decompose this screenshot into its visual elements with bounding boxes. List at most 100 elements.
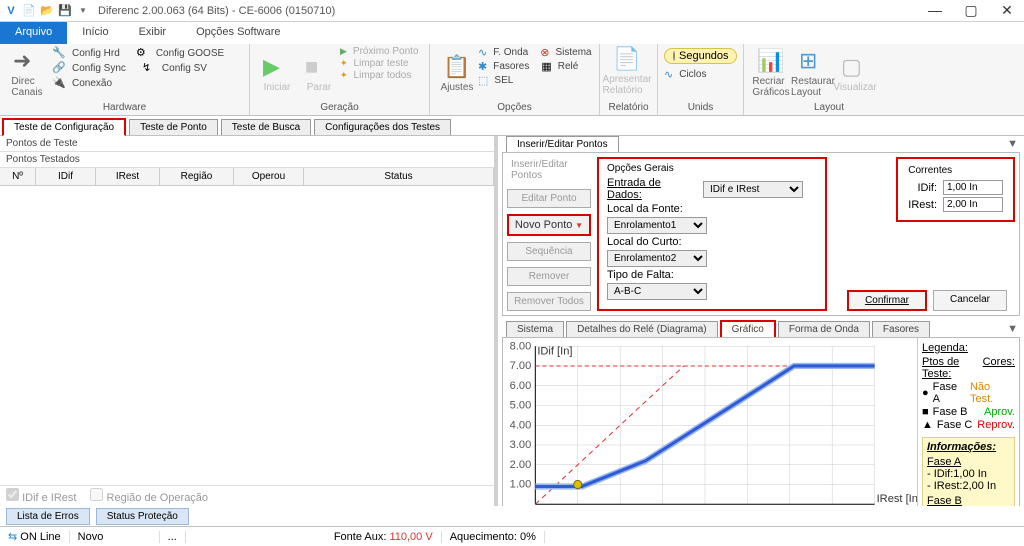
online-status: ON Line [20, 531, 60, 543]
restaurar-icon: ⊞ [799, 48, 827, 76]
editar-ponto-button[interactable]: Editar Ponto [507, 189, 591, 208]
fasores[interactable]: Fasores [493, 61, 529, 72]
col-irest[interactable]: IRest [96, 168, 160, 185]
hardware-label: Hardware [6, 102, 243, 113]
cfg-hrd-icon: 🔧 [52, 46, 66, 60]
panel-dropdown-icon[interactable]: ▼ [1001, 136, 1024, 152]
tipo-falta-label: Tipo de Falta: [607, 269, 697, 281]
parar-button[interactable]: ■Parar [298, 46, 340, 100]
conexao-icon: 🔌 [52, 76, 66, 90]
inserir-editar-header: Inserir/Editar Pontos [507, 157, 591, 183]
col-n[interactable]: Nº [0, 168, 36, 185]
sistema[interactable]: Sistema [555, 47, 591, 58]
differential-chart[interactable]: 2.004.006.008.0010.0012.0014.0016.001.00… [503, 338, 917, 506]
maximize-button[interactable]: ▢ [958, 2, 984, 19]
col-idif[interactable]: IDif [36, 168, 96, 185]
col-status[interactable]: Status [304, 168, 494, 185]
subtab-teste-configuracao[interactable]: Teste de Configuração [2, 118, 126, 136]
tab-exibir[interactable]: Exibir [124, 22, 182, 44]
svg-text:4.00: 4.00 [510, 419, 532, 431]
ciclos[interactable]: Ciclos [679, 69, 706, 80]
subtab-teste-ponto[interactable]: Teste de Ponto [129, 119, 218, 135]
novo-ponto-button[interactable]: Novo Ponto ▼ [507, 214, 591, 236]
close-button[interactable]: ✕ [994, 2, 1020, 19]
limpar-todos[interactable]: Limpar todos [354, 70, 412, 81]
segundos-button[interactable]: Segundos [664, 48, 737, 64]
tipo-falta-select[interactable]: A-B-C [607, 283, 707, 300]
tab-inicio[interactable]: Início [67, 22, 123, 44]
tab-arquivo[interactable]: Arquivo [0, 22, 67, 44]
col-regiao[interactable]: Região [160, 168, 234, 185]
play-icon: ▶ [263, 54, 291, 82]
open-icon[interactable]: 📂 [40, 4, 54, 18]
sel[interactable]: SEL [494, 75, 513, 86]
config-sync[interactable]: Config Sync [72, 63, 126, 74]
svg-text:IRest [In]: IRest [In] [877, 493, 917, 505]
subtab-teste-busca[interactable]: Teste de Busca [221, 119, 311, 135]
next-icon: ▶ [340, 46, 347, 57]
ajustes-button[interactable]: 📋Ajustes [436, 46, 478, 100]
sistema-icon: ⊗ [540, 46, 549, 59]
ctab-grafico[interactable]: Gráfico [720, 320, 776, 337]
col-operou[interactable]: Operou [234, 168, 304, 185]
chk-idif-irest[interactable]: IDif e IRest [6, 488, 76, 504]
ctab-forma[interactable]: Forma de Onda [778, 321, 870, 337]
limpar-teste[interactable]: Limpar teste [354, 58, 409, 69]
minimize-button[interactable]: — [922, 2, 948, 19]
restaurar-layout-button[interactable]: ⊞Restaurar Layout [792, 46, 834, 100]
apresentar-relatorio-button[interactable]: 📄Apresentar Relatório [606, 46, 648, 96]
save-icon[interactable]: 💾 [58, 4, 72, 18]
btab-status-protecao[interactable]: Status Proteção [96, 508, 189, 525]
ajustes-icon: 📋 [443, 54, 471, 82]
report-icon: 📄 [613, 46, 641, 74]
direc-canais-button[interactable]: ➜ Direc Canais [6, 46, 48, 100]
local-curto-select[interactable]: Enrolamento2 [607, 250, 707, 267]
dropdown-icon[interactable]: ▼ [76, 4, 90, 18]
fase-c-label: Fase C [937, 419, 972, 431]
idif-input[interactable] [943, 180, 1003, 195]
recriar-graficos-button[interactable]: 📊Recriar Gráficos [750, 46, 792, 100]
local-fonte-select[interactable]: Enrolamento1 [607, 217, 707, 234]
ctab-sistema[interactable]: Sistema [506, 321, 564, 337]
subtab-config-testes[interactable]: Configurações dos Testes [314, 119, 451, 135]
chk-regiao[interactable]: Região de Operação [90, 488, 208, 504]
irest-input[interactable] [943, 197, 1003, 212]
svg-text:2.00: 2.00 [510, 459, 532, 471]
tab-opcoes[interactable]: Opções Software [181, 22, 295, 44]
ptos-teste-label: Ptos de Teste: [922, 356, 975, 380]
cancelar-button[interactable]: Cancelar [933, 290, 1007, 311]
visualizar-button[interactable]: ▢Visualizar [834, 46, 876, 100]
chart-dropdown-icon[interactable]: ▼ [1001, 321, 1024, 337]
confirmar-button[interactable]: Confirmar [847, 290, 927, 311]
config-sv[interactable]: Config SV [162, 63, 207, 74]
clear-icon: ✦ [340, 58, 348, 69]
ctab-fasores[interactable]: Fasores [872, 321, 930, 337]
nao-test-label: Não Test. [970, 381, 1015, 405]
fase-a-label: Fase A [933, 381, 966, 405]
rele[interactable]: Relé [558, 61, 579, 72]
relatorio-label: Relatório [606, 102, 651, 113]
proximo-ponto[interactable]: Próximo Ponto [353, 46, 419, 57]
remover-button[interactable]: Remover [507, 267, 591, 286]
geracao-label: Geração [256, 102, 423, 113]
sequencia-button[interactable]: Sequência [507, 242, 591, 261]
ctab-detalhes[interactable]: Detalhes do Relé (Diagrama) [566, 321, 718, 337]
config-goose[interactable]: Config GOOSE [156, 48, 224, 59]
new-icon[interactable]: 📄 [22, 4, 36, 18]
sel-icon: ⬚ [478, 74, 488, 87]
aquecimento-value: 0% [520, 531, 536, 543]
svg-text:IDif [In]: IDif [In] [537, 345, 572, 357]
info-title: Informações: [927, 441, 1010, 453]
btab-lista-erros[interactable]: Lista de Erros [6, 508, 90, 525]
irest-label: IRest: [908, 199, 937, 211]
test-table-body [0, 186, 494, 485]
app-icon: V [4, 4, 18, 18]
conexao[interactable]: Conexão [72, 78, 112, 89]
config-hrd[interactable]: Config Hrd [72, 48, 120, 59]
entrada-dados-select[interactable]: IDif e IRest [703, 181, 803, 198]
f-onda[interactable]: F. Onda [493, 47, 528, 58]
tab-inserir-editar[interactable]: Inserir/Editar Pontos [506, 136, 619, 152]
iniciar-button[interactable]: ▶Iniciar [256, 46, 298, 100]
remover-todos-button[interactable]: Remover Todos [507, 292, 591, 311]
local-fonte-label: Local da Fonte: [607, 203, 697, 215]
